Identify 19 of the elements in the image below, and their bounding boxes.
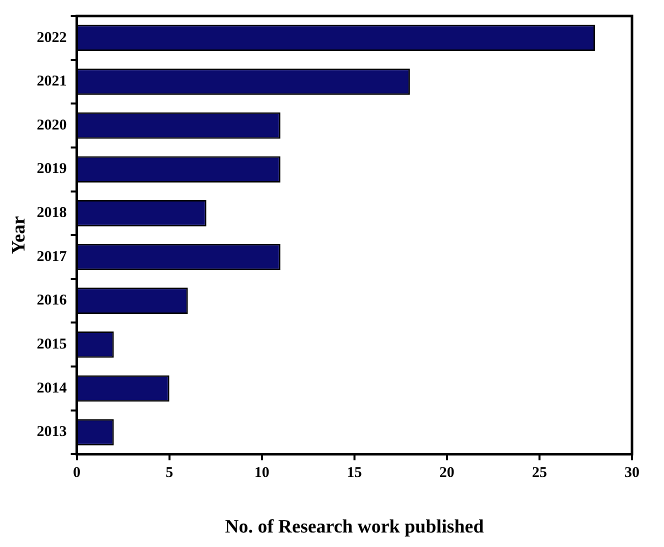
y-tick-label: 2016 (36, 292, 68, 309)
y-tick-label: 2020 (36, 117, 67, 134)
x-tick-label: 20 (439, 465, 454, 482)
y-tick-label: 2014 (36, 380, 68, 396)
y-tick-label: 2021 (36, 74, 67, 90)
x-axis-title: No. of Research work published (224, 516, 484, 538)
x-tick-label: 15 (346, 465, 362, 482)
x-tick-label: 0 (73, 465, 81, 482)
y-tick-label: 2022 (36, 30, 67, 46)
y-tick-label: 2018 (36, 205, 67, 222)
x-tick-label: 10 (254, 465, 270, 482)
y-tick-label: 2013 (36, 424, 67, 440)
x-tick-label: 25 (532, 465, 547, 482)
y-tick-label: 2015 (36, 336, 67, 353)
y-axis-title: Year (8, 216, 30, 254)
x-tick-label: 30 (624, 465, 640, 482)
x-tick-label: 5 (166, 465, 174, 482)
y-tick-label: 2019 (36, 161, 67, 178)
y-tick-label: 2017 (36, 248, 68, 265)
